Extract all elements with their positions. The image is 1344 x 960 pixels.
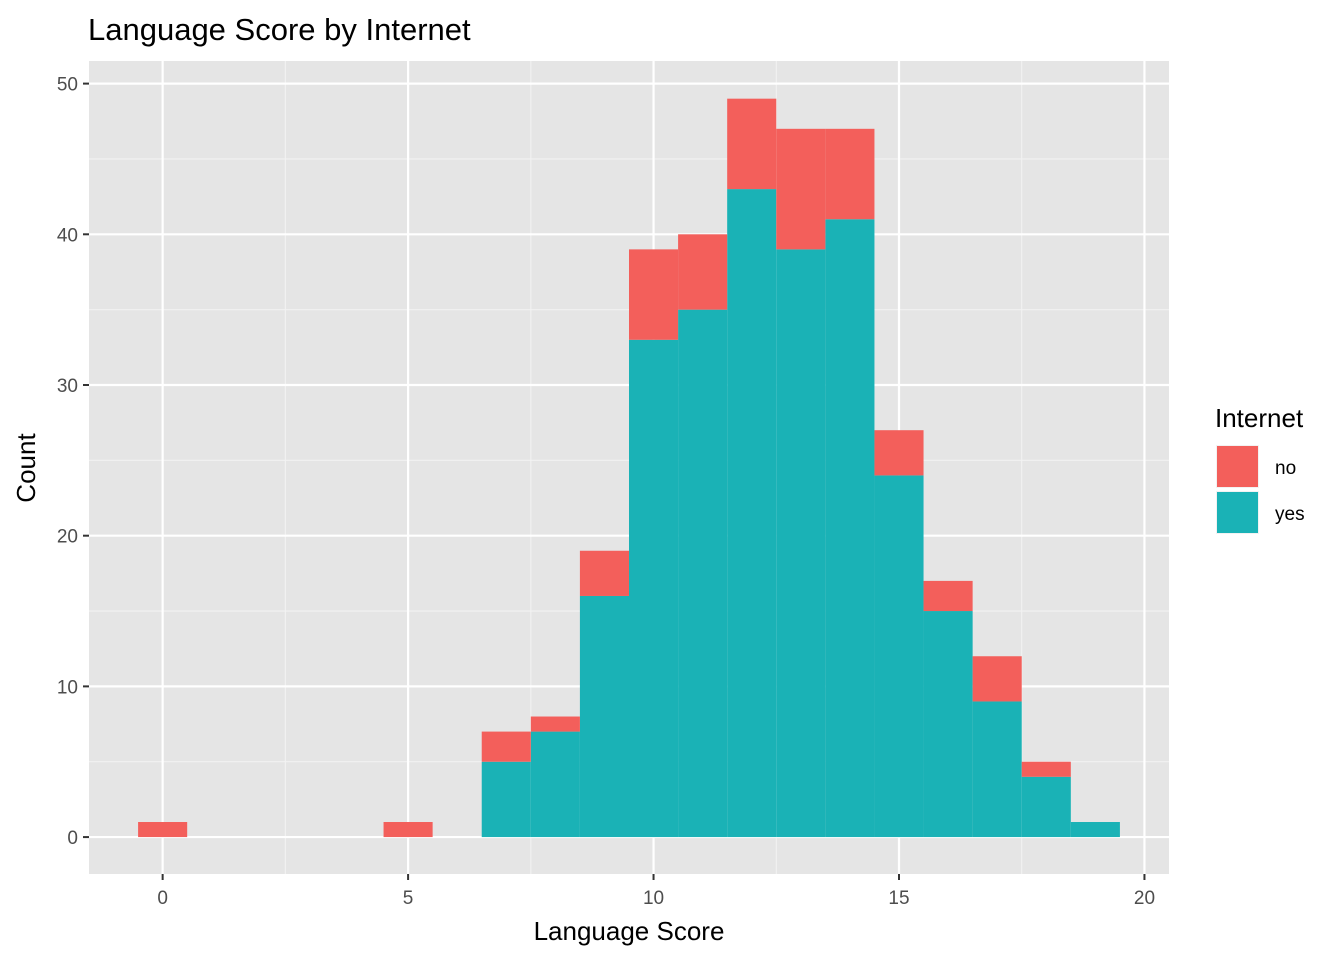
y-tick-label: 10 (57, 677, 78, 698)
bar-yes (530, 731, 580, 838)
bar-no (874, 430, 924, 476)
bar-no (138, 822, 188, 838)
bar-no (972, 656, 1022, 702)
bar-no (776, 128, 826, 250)
bar-no (825, 128, 875, 220)
y-axis: 0 10 20 30 40 50 (57, 75, 89, 849)
legend-label-yes: yes (1275, 504, 1305, 525)
y-tick-label: 0 (67, 828, 78, 849)
legend-label-no: no (1275, 458, 1296, 479)
x-tick-label: 0 (157, 888, 168, 909)
y-axis-title: Count (11, 433, 41, 503)
x-tick-label: 15 (888, 888, 909, 909)
bar-no (923, 580, 973, 612)
bar-yes (727, 189, 777, 838)
bar-no (579, 550, 629, 596)
bar-no (530, 716, 580, 732)
chart-title: Language Score by Internet (88, 12, 471, 47)
bar-yes (629, 339, 679, 838)
bar-yes (825, 219, 875, 838)
bar-no (383, 822, 433, 838)
bar-yes (678, 309, 728, 838)
bar-no (678, 234, 728, 310)
legend-title: Internet (1215, 403, 1304, 433)
bar-no (629, 249, 679, 340)
y-tick-label: 30 (57, 376, 78, 397)
x-axis-title: Language Score (534, 916, 725, 946)
x-tick-label: 10 (643, 888, 664, 909)
bar-yes (1070, 822, 1120, 838)
bar-yes (579, 595, 629, 838)
y-tick-label: 50 (57, 75, 78, 96)
bar-yes (1021, 776, 1071, 838)
bar-yes (874, 475, 924, 838)
bar-yes (923, 611, 973, 838)
x-tick-label: 20 (1134, 888, 1155, 909)
x-tick-label: 5 (403, 888, 414, 909)
legend-key-no (1217, 446, 1258, 487)
legend-key-yes (1217, 492, 1258, 533)
bar-yes (972, 701, 1022, 838)
bar-yes (776, 249, 826, 838)
bar-no (1021, 761, 1071, 777)
y-tick-label: 40 (57, 225, 78, 246)
stacked-bars (138, 98, 1120, 838)
bar-no (481, 731, 531, 762)
x-axis: 0 5 10 15 20 (157, 874, 1155, 909)
legend: Internet no yes (1215, 403, 1305, 534)
bar-yes (481, 761, 531, 838)
y-tick-label: 20 (57, 527, 78, 548)
bar-no (727, 98, 777, 190)
